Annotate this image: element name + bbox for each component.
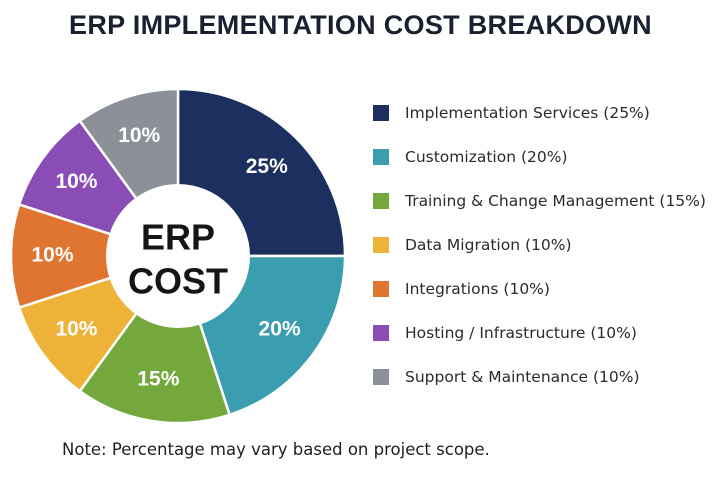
legend-label: Training & Change Management (15%) (405, 192, 706, 210)
center-label-line2: COST (128, 261, 228, 302)
data-label-4: 10% (55, 317, 97, 340)
legend-swatch (373, 369, 389, 385)
legend-item: Integrations (10%) (373, 267, 706, 311)
chart-title: ERP IMPLEMENTATION COST BREAKDOWN (69, 10, 652, 40)
legend-label: Customization (20%) (405, 148, 568, 166)
legend-swatch (373, 193, 389, 209)
legend-swatch (373, 281, 389, 297)
data-label-2: 20% (259, 317, 301, 340)
legend-swatch (373, 237, 389, 253)
data-label-7: 10% (118, 124, 160, 147)
data-label-6: 10% (55, 170, 97, 193)
legend-label: Implementation Services (25%) (405, 104, 650, 122)
data-label-1: 25% (246, 155, 288, 178)
legend-swatch (373, 105, 389, 121)
legend-item: Implementation Services (25%) (373, 91, 706, 135)
chart-note: Note: Percentage may vary based on proje… (62, 440, 490, 459)
legend-item: Data Migration (10%) (373, 223, 706, 267)
donut-hole (106, 184, 250, 328)
chart-legend: Implementation Services (25%) Customizati… (373, 91, 706, 399)
legend-label: Support & Maintenance (10%) (405, 368, 640, 386)
data-label-3: 15% (137, 368, 179, 391)
data-label-5: 10% (31, 244, 73, 267)
legend-label: Hosting / Infrastructure (10%) (405, 324, 637, 342)
pie-slice-5 (9, 202, 183, 310)
pie-slice-3 (78, 253, 232, 425)
legend-item: Hosting / Infrastructure (10%) (373, 311, 706, 355)
legend-item: Customization (20%) (373, 135, 706, 179)
legend-label: Data Migration (10%) (405, 236, 572, 254)
legend-item: Support & Maintenance (10%) (373, 355, 706, 399)
center-label-line1: ERP (141, 217, 215, 258)
legend-swatch (373, 149, 389, 165)
legend-label: Integrations (10%) (405, 280, 550, 298)
legend-swatch (373, 325, 389, 341)
legend-item: Training & Change Management (15%) (373, 179, 706, 223)
